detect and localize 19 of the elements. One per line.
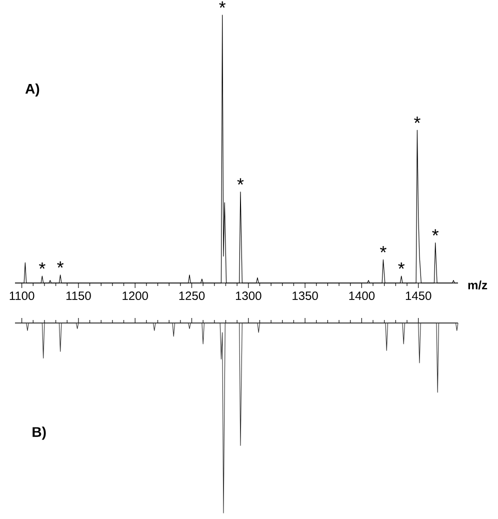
x-tick-label: 1350 xyxy=(292,292,318,300)
annotation: * xyxy=(414,116,420,123)
annotation: * xyxy=(380,246,386,252)
x-tick-label: 1400 xyxy=(349,292,375,300)
annotation: B) xyxy=(32,426,46,440)
x-axis-title: m/z xyxy=(468,280,488,290)
x-tick-label: 1150 xyxy=(66,292,91,300)
x-tick-label: 1250 xyxy=(179,292,205,300)
annotation: * xyxy=(432,229,439,236)
annotation: * xyxy=(219,1,226,8)
annotation: * xyxy=(57,261,64,268)
x-tick-label: 1100 xyxy=(10,292,34,300)
annotation: A) xyxy=(25,84,40,97)
annotation: * xyxy=(398,262,405,269)
x-tick-label: 1450 xyxy=(406,292,432,300)
annotation: * xyxy=(38,262,46,269)
annotation: * xyxy=(237,178,244,185)
x-tick-label: 1300 xyxy=(236,292,262,300)
x-tick-label: 1200 xyxy=(122,292,148,300)
